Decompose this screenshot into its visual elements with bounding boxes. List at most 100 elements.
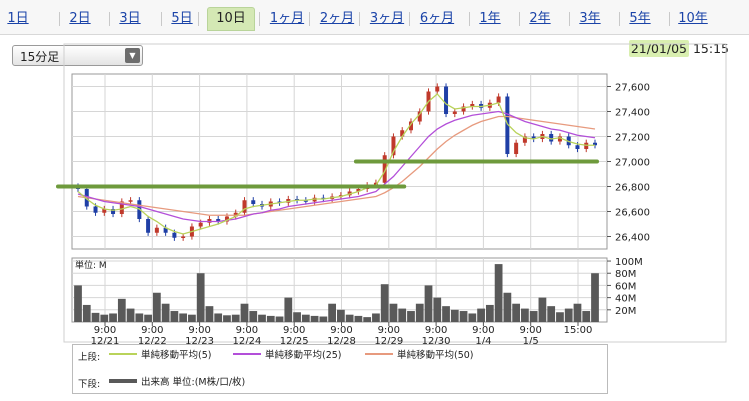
volume-bar	[82, 304, 91, 322]
tab-11[interactable]: 3年	[579, 11, 601, 26]
volume-bar	[319, 316, 328, 322]
legend-swatch-ma50	[365, 353, 393, 355]
candle-body	[146, 219, 151, 233]
volume-bar	[582, 311, 591, 322]
tab-8[interactable]: 6ヶ月	[419, 11, 455, 26]
series-ma25-line	[77, 110, 596, 223]
legend-item-ma5: 単純移動平均(5)	[109, 347, 211, 361]
price-tick-label: 26,800	[615, 183, 650, 194]
tab-separator	[409, 12, 410, 26]
candle-body	[102, 209, 107, 213]
price-tick-label: 27,600	[615, 83, 650, 94]
candle-body	[593, 142, 597, 146]
volume-bar	[301, 314, 310, 322]
x-tick-time: 15:00	[564, 325, 593, 336]
price-marks	[56, 83, 599, 241]
legend-item-ma50: 単純移動平均(50)	[365, 347, 474, 361]
candle-body	[224, 216, 229, 222]
tab-5[interactable]: 1ヶ月	[269, 11, 305, 26]
volume-tick-label: 100M	[615, 257, 643, 268]
price-tick-label: 27,000	[615, 158, 650, 169]
volume-tick-label: 60M	[615, 281, 636, 292]
candle-body	[514, 142, 519, 154]
legend-swatch-volume	[109, 379, 137, 383]
candle-body	[575, 145, 580, 149]
volume-bar	[258, 314, 266, 322]
volume-bar	[424, 285, 433, 322]
x-tick-date: 12/24	[232, 336, 261, 344]
volume-bar	[275, 316, 284, 322]
volume-bar	[485, 304, 494, 322]
volume-bar	[266, 315, 275, 322]
tab-0[interactable]: 1日	[7, 11, 29, 26]
x-tick-time: 9:00	[236, 325, 258, 336]
price-tick-label: 27,200	[615, 133, 650, 144]
candle-body	[391, 136, 396, 156]
price-tick-label: 27,400	[615, 108, 650, 119]
legend-item-volume: 出来高 単位:(M株/口/枚)	[109, 374, 245, 388]
series-ma50-line	[77, 115, 596, 216]
tab-12[interactable]: 5年	[629, 11, 651, 26]
volume-bar	[293, 312, 301, 322]
candle-body	[111, 209, 116, 214]
x-tick-date: 12/22	[138, 336, 167, 344]
volume-bar	[161, 303, 170, 322]
tab-2[interactable]: 3日	[119, 11, 141, 26]
candle-body	[172, 232, 177, 238]
volume-bar	[459, 311, 468, 322]
candle-body	[408, 121, 413, 131]
candle-body	[181, 236, 186, 238]
volume-bar	[109, 313, 117, 322]
x-axis: 9:0012/219:0012/229:0012/239:0012/249:00…	[91, 322, 593, 344]
volume-bar	[100, 314, 109, 322]
volume-bar	[380, 284, 389, 322]
candle-body	[251, 200, 256, 204]
volume-bar	[135, 313, 144, 322]
candle-body	[373, 182, 378, 186]
volume-bar	[450, 309, 459, 322]
volume-bar	[231, 314, 240, 322]
tab-4[interactable]: 10日	[207, 7, 255, 31]
tab-13[interactable]: 10年	[678, 11, 708, 26]
tab-6[interactable]: 2ヶ月	[319, 11, 355, 26]
volume-bar	[91, 312, 100, 322]
tab-3[interactable]: 5日	[171, 11, 193, 26]
tab-separator	[669, 12, 670, 26]
candle-body	[93, 206, 98, 213]
volume-bar	[240, 303, 249, 322]
interval-select[interactable]: 15分足 ▼	[12, 45, 143, 66]
x-tick-time: 9:00	[283, 325, 305, 336]
tab-1[interactable]: 2日	[69, 11, 91, 26]
period-tab-bar: 1日 2日 3日 5日 10日 1ヶ月 2ヶ月 3ヶ月 6ヶ月 1年 2年 3年 5年 10年	[0, 0, 749, 35]
tab-9[interactable]: 1年	[479, 11, 501, 26]
volume-bar	[214, 313, 223, 322]
stock-chart: 27,600 27,400 27,200 27,000 26,800 26,600 26,4…	[56, 43, 727, 344]
tab-7[interactable]: 3ヶ月	[369, 11, 405, 26]
legend-volume-label: 出来高 単位:(M株/口/枚)	[141, 377, 246, 388]
volume-bar	[310, 315, 319, 322]
candle-body	[452, 111, 457, 114]
x-tick-date: 12/25	[280, 336, 309, 344]
tab-10[interactable]: 2年	[529, 11, 551, 26]
chart-legend: 上段: 単純移動平均(5) 単純移動平均(25) 単純移動平均(50) 下段: …	[72, 344, 608, 394]
volume-bar	[117, 298, 126, 322]
candle-body	[119, 201, 124, 214]
volume-bar	[205, 306, 214, 322]
tab-separator	[198, 12, 199, 26]
volume-bar	[223, 315, 231, 322]
volume-bar	[345, 314, 354, 322]
candle-body	[444, 86, 449, 114]
volume-bar	[591, 273, 599, 322]
volume-bar	[547, 306, 556, 322]
candle-body	[216, 219, 221, 222]
volume-unit-label: 単位: M	[75, 259, 107, 271]
tab-separator	[619, 12, 620, 26]
interval-select-value: 15分足	[20, 50, 60, 64]
candle-body	[154, 227, 159, 233]
volume-tick-label: 40M	[615, 294, 636, 305]
volume-bar	[152, 292, 161, 322]
legend-ma50-label: 単純移動平均(50)	[397, 350, 474, 361]
candle-body	[505, 96, 510, 154]
volume-bar	[389, 303, 398, 322]
volume-bar	[249, 311, 258, 322]
